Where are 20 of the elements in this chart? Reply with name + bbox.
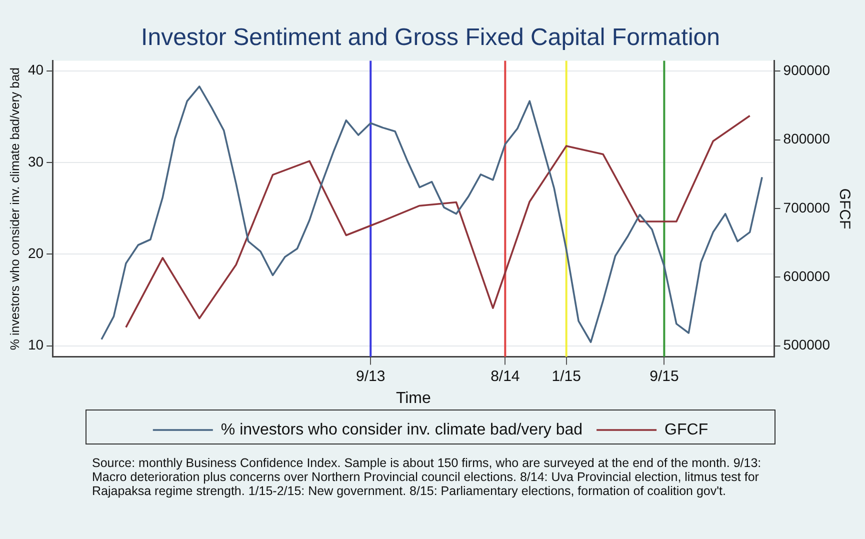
y-tick-label: 30 [28, 153, 44, 170]
y2-tick-label: 500000 [783, 336, 830, 353]
legend-label: GFCF [664, 421, 708, 438]
y2-axis-title: GFCF [836, 188, 853, 230]
x-tick-label: 1/15 [552, 368, 581, 385]
x-tick-label: 9/13 [356, 368, 386, 385]
y2-tick-label: 700000 [783, 199, 830, 216]
x-tick-label: 8/14 [490, 368, 520, 385]
chart-title: Investor Sentiment and Gross Fixed Capital Formation [141, 24, 720, 52]
y2-tick-label: 800000 [783, 130, 830, 147]
x-tick-label: 9/15 [650, 368, 679, 385]
x-axis-title: Time [396, 390, 432, 407]
legend-label: % investors who consider inv. climate bad/very bad [220, 421, 583, 438]
y-tick-label: 20 [28, 245, 44, 262]
source-note: Source: monthly Business Confidence Index. Sample is about 150 firms, who are surveyed at the end of the month. 9/13: Macro deterioration plus concerns over Northern Provincial council elections. 8/14: Uva Provincial election, litmus test for Rajapaksa regime strength. 1/15-2/15: New government. 8/15: Parliamentary elections, formation of coalition gov't. [92, 456, 762, 498]
y-tick-label: 10 [28, 336, 44, 353]
y2-tick-label: 900000 [783, 62, 830, 78]
y-axis-title: % investors who consider inv. climate bad/very bad [8, 67, 22, 350]
y2-tick-label: 600000 [783, 268, 830, 284]
y-tick-label: 40 [28, 62, 44, 78]
